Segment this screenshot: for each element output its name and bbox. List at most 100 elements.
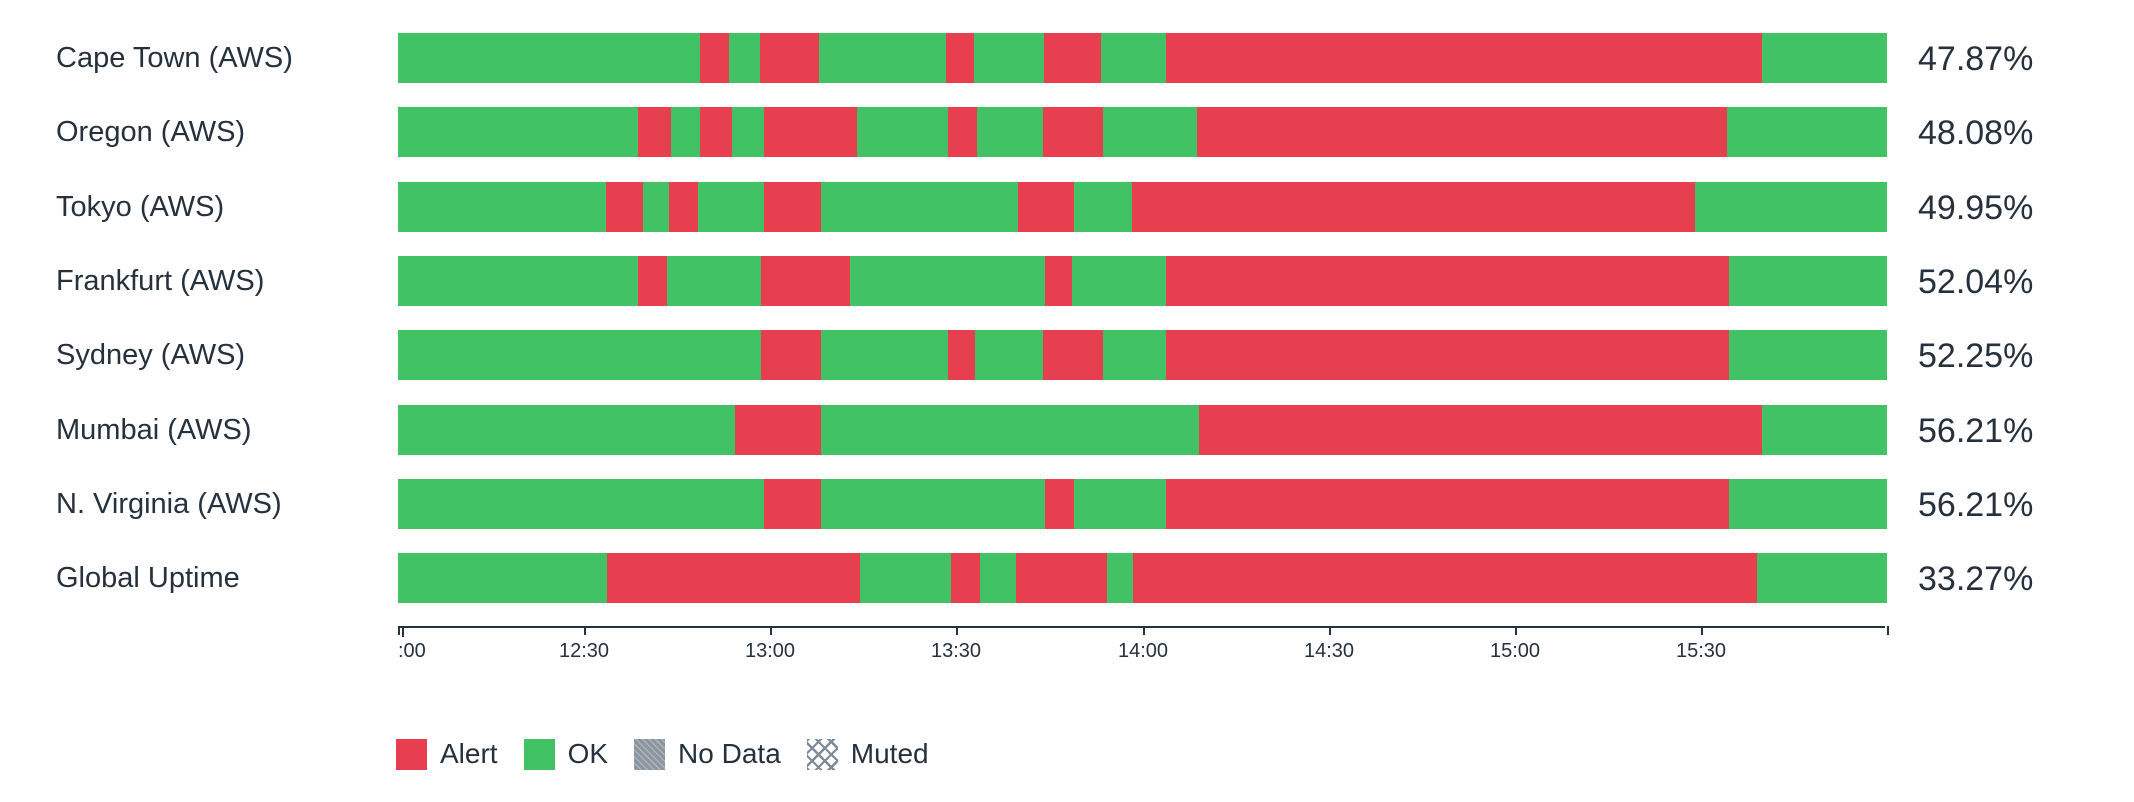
axis-line — [398, 626, 1885, 628]
status-segment-alert[interactable] — [1044, 33, 1101, 83]
status-segment-ok[interactable] — [398, 404, 735, 455]
row-label: N. Virginia (AWS) — [56, 487, 282, 520]
status-segment-alert[interactable] — [605, 181, 644, 232]
status-segment-ok[interactable] — [1073, 181, 1132, 232]
axis-tick — [1143, 626, 1145, 635]
row-label: Sydney (AWS) — [56, 339, 246, 372]
status-segment-ok[interactable] — [667, 255, 761, 306]
status-segment-alert[interactable] — [1166, 330, 1729, 381]
status-segment-alert[interactable] — [1044, 478, 1074, 529]
status-segment-ok[interactable] — [975, 330, 1043, 381]
axis-tick — [770, 626, 772, 635]
status-segment-ok[interactable] — [859, 553, 952, 604]
status-segment-ok[interactable] — [398, 255, 639, 306]
axis-tick-label: 15:00 — [1489, 640, 1541, 662]
status-bar — [398, 330, 1887, 381]
status-segment-ok[interactable] — [1757, 553, 1887, 604]
status-segment-alert[interactable] — [1166, 33, 1762, 83]
status-segment-ok[interactable] — [1761, 33, 1887, 83]
timeline-row: Global Uptime 33.27% — [0, 553, 2134, 604]
status-segment-ok[interactable] — [819, 33, 946, 83]
status-bar — [398, 404, 1887, 455]
status-segment-ok[interactable] — [398, 553, 607, 604]
legend-item-ok[interactable]: OK — [523, 738, 609, 770]
status-segment-ok[interactable] — [1726, 107, 1887, 158]
status-segment-alert[interactable] — [734, 404, 822, 455]
status-segment-alert[interactable] — [606, 553, 860, 604]
status-segment-ok[interactable] — [1102, 107, 1197, 158]
status-segment-ok[interactable] — [1107, 553, 1134, 604]
timeline-row: Sydney (AWS) 52.25% — [0, 330, 2134, 381]
status-segment-ok[interactable] — [1728, 478, 1887, 529]
axis-tick-label: :00 — [398, 640, 426, 662]
status-segment-ok[interactable] — [857, 107, 949, 158]
uptime-value: 49.95% — [1918, 188, 2034, 227]
status-segment-alert[interactable] — [1017, 181, 1074, 232]
axis-tick — [956, 626, 958, 635]
status-segment-alert[interactable] — [948, 330, 976, 381]
status-segment-ok[interactable] — [1728, 255, 1887, 306]
status-segment-ok[interactable] — [398, 478, 764, 529]
status-segment-ok[interactable] — [398, 33, 701, 83]
axis-tick — [584, 626, 586, 635]
status-segment-ok[interactable] — [1762, 404, 1887, 455]
status-segment-ok[interactable] — [698, 181, 764, 232]
legend-item-muted[interactable]: Muted — [806, 738, 929, 770]
status-segment-alert[interactable] — [638, 107, 672, 158]
status-segment-ok[interactable] — [398, 181, 606, 232]
axis-tick-label: 14:00 — [1117, 640, 1169, 662]
status-segment-ok[interactable] — [1728, 330, 1887, 381]
status-segment-ok[interactable] — [980, 553, 1017, 604]
legend-item-alert[interactable]: Alert — [396, 738, 498, 770]
status-segment-alert[interactable] — [1016, 553, 1108, 604]
status-segment-ok[interactable] — [821, 181, 1018, 232]
status-segment-alert[interactable] — [638, 255, 668, 306]
status-segment-alert[interactable] — [763, 181, 822, 232]
status-segment-ok[interactable] — [850, 255, 1045, 306]
status-segment-ok[interactable] — [1102, 330, 1167, 381]
status-segment-alert[interactable] — [1166, 478, 1729, 529]
status-segment-ok[interactable] — [728, 33, 760, 83]
status-segment-alert[interactable] — [763, 478, 822, 529]
status-segment-ok[interactable] — [1073, 478, 1167, 529]
status-segment-ok[interactable] — [1100, 33, 1167, 83]
status-segment-ok[interactable] — [977, 107, 1043, 158]
legend-item-nodata[interactable]: No Data — [634, 738, 781, 770]
status-segment-alert[interactable] — [700, 107, 732, 158]
status-segment-ok[interactable] — [643, 181, 670, 232]
legend-swatch-ok-icon — [523, 738, 555, 770]
status-segment-alert[interactable] — [1166, 255, 1729, 306]
status-segment-ok[interactable] — [671, 107, 701, 158]
status-segment-ok[interactable] — [398, 330, 761, 381]
status-segment-alert[interactable] — [1044, 255, 1072, 306]
status-segment-alert[interactable] — [1196, 107, 1727, 158]
status-segment-alert[interactable] — [945, 33, 975, 83]
axis-tick-label: 12:30 — [558, 640, 610, 662]
status-segment-ok[interactable] — [1071, 255, 1167, 306]
status-segment-alert[interactable] — [1042, 107, 1103, 158]
status-segment-alert[interactable] — [1133, 553, 1758, 604]
status-segment-ok[interactable] — [821, 404, 1199, 455]
status-segment-alert[interactable] — [1198, 404, 1763, 455]
status-segment-ok[interactable] — [821, 330, 949, 381]
status-segment-ok[interactable] — [398, 107, 639, 158]
status-segment-alert[interactable] — [700, 33, 729, 83]
status-segment-alert[interactable] — [760, 255, 851, 306]
legend-label: OK — [567, 738, 609, 769]
legend-label: Muted — [850, 738, 929, 769]
status-segment-ok[interactable] — [1694, 181, 1887, 232]
status-segment-alert[interactable] — [1131, 181, 1695, 232]
uptime-value: 56.21% — [1918, 411, 2034, 450]
status-segment-alert[interactable] — [759, 33, 820, 83]
status-segment-ok[interactable] — [821, 478, 1045, 529]
legend-swatch-alert-icon — [396, 738, 427, 770]
status-segment-alert[interactable] — [760, 330, 822, 381]
status-segment-alert[interactable] — [951, 553, 981, 604]
status-segment-ok[interactable] — [974, 33, 1045, 83]
status-segment-alert[interactable] — [948, 107, 978, 158]
status-segment-alert[interactable] — [763, 107, 858, 158]
status-segment-alert[interactable] — [1042, 330, 1103, 381]
status-segment-ok[interactable] — [731, 107, 764, 158]
status-segment-alert[interactable] — [669, 181, 699, 232]
